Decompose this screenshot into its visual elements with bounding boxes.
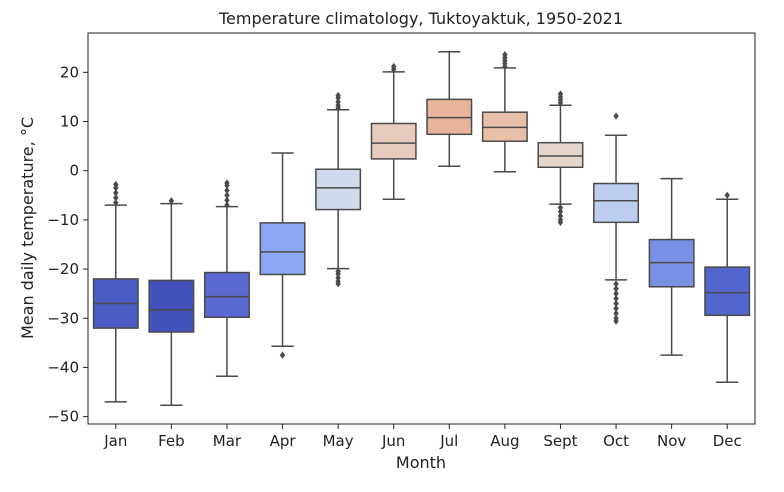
outlier-marker-oct [613, 317, 619, 325]
iqr-box-may [315, 168, 362, 211]
outlier-marker-oct [613, 309, 619, 317]
outlier-marker-oct [613, 285, 619, 293]
y-tick-label: −30 [47, 309, 79, 327]
outlier-marker-mar [224, 186, 230, 194]
outlier-marker-jan [113, 180, 119, 189]
box-jan [92, 180, 139, 403]
outlier-marker-oct [613, 280, 619, 288]
iqr-box-jun [370, 122, 417, 160]
outlier-marker-jun [391, 62, 397, 71]
y-tick-label: −10 [47, 211, 79, 229]
outlier-marker-oct [613, 112, 619, 120]
outlier-marker-dec [724, 191, 730, 199]
plot-frame [87, 32, 756, 425]
y-tick-label: −20 [47, 260, 79, 278]
x-tick-label-aug: Aug [490, 432, 519, 450]
outlier-marker-feb [168, 197, 175, 205]
outlier-marker-sept [557, 207, 564, 216]
box-apr [259, 152, 306, 359]
iqr-box-dec [704, 266, 751, 317]
outlier-marker-oct [613, 299, 619, 308]
iqr-box-apr [259, 222, 306, 276]
outlier-marker-oct [613, 290, 619, 298]
x-tick-label-sept: Sept [543, 432, 577, 450]
box-dec [704, 191, 751, 383]
chart-title: Temperature climatology, Tuktoyaktuk, 19… [218, 9, 623, 28]
x-tick-label-apr: Apr [270, 432, 297, 450]
y-tick-label: 10 [60, 113, 79, 131]
y-tick-label: −50 [47, 408, 79, 426]
iqr-box-mar [203, 271, 250, 319]
x-tick-label-jun: Jun [381, 432, 405, 450]
outlier-marker-mar [224, 191, 230, 199]
x-tick-label-jul: Jul [439, 432, 458, 450]
box-group [92, 50, 751, 407]
box-sept [537, 90, 584, 226]
x-tick-label-jan: Jan [103, 432, 127, 450]
y-axis-ticks: −50 −40 −30 −20 −10 0 10 20 [47, 63, 88, 426]
x-tick-label-nov: Nov [657, 432, 686, 450]
outlier-marker-oct [613, 304, 619, 313]
x-axis-ticks: Jan Feb Mar Apr May Jun Jul Aug Sept Oct Nov Dec [103, 424, 742, 450]
iqr-box-oct [593, 182, 640, 224]
x-axis-label: Month [396, 453, 446, 472]
iqr-box-feb [148, 279, 195, 333]
outlier-marker-mar [224, 196, 230, 204]
outlier-marker-jan [113, 189, 119, 197]
outlier-marker-sept [557, 90, 564, 98]
box-oct [593, 112, 640, 325]
outlier-marker-aug [502, 51, 508, 59]
y-tick-label: 20 [60, 63, 79, 81]
x-tick-label-may: May [323, 432, 354, 450]
outlier-marker-sept [557, 203, 564, 212]
box-aug [481, 51, 528, 173]
outlier-marker-oct [613, 294, 619, 303]
y-axis-label: Mean daily temperature, °C [18, 117, 37, 339]
box-jun [370, 62, 417, 200]
outlier-marker-may [335, 280, 341, 288]
box-jul [426, 50, 473, 168]
box-nov [648, 177, 695, 356]
outlier-marker-may [335, 98, 341, 106]
x-tick-label-dec: Dec [713, 432, 742, 450]
outlier-marker-mar [224, 201, 230, 209]
x-tick-label-feb: Feb [158, 432, 185, 450]
box-may [315, 91, 362, 288]
outlier-marker-sept [557, 212, 564, 220]
x-tick-label-oct: Oct [603, 432, 629, 450]
box-feb [148, 197, 195, 407]
x-tick-label-mar: Mar [213, 432, 242, 450]
outlier-marker-apr [279, 351, 286, 359]
outlier-marker-mar [224, 179, 230, 187]
box-mar [203, 179, 250, 378]
iqr-box-sept [537, 141, 584, 169]
outlier-marker-may [335, 270, 341, 278]
y-tick-label: −40 [47, 358, 79, 376]
y-tick-label: 0 [69, 162, 79, 180]
outlier-marker-jan [113, 194, 119, 202]
outlier-marker-may [335, 91, 341, 100]
outlier-marker-sept [557, 218, 564, 226]
outlier-marker-jan [113, 199, 119, 207]
